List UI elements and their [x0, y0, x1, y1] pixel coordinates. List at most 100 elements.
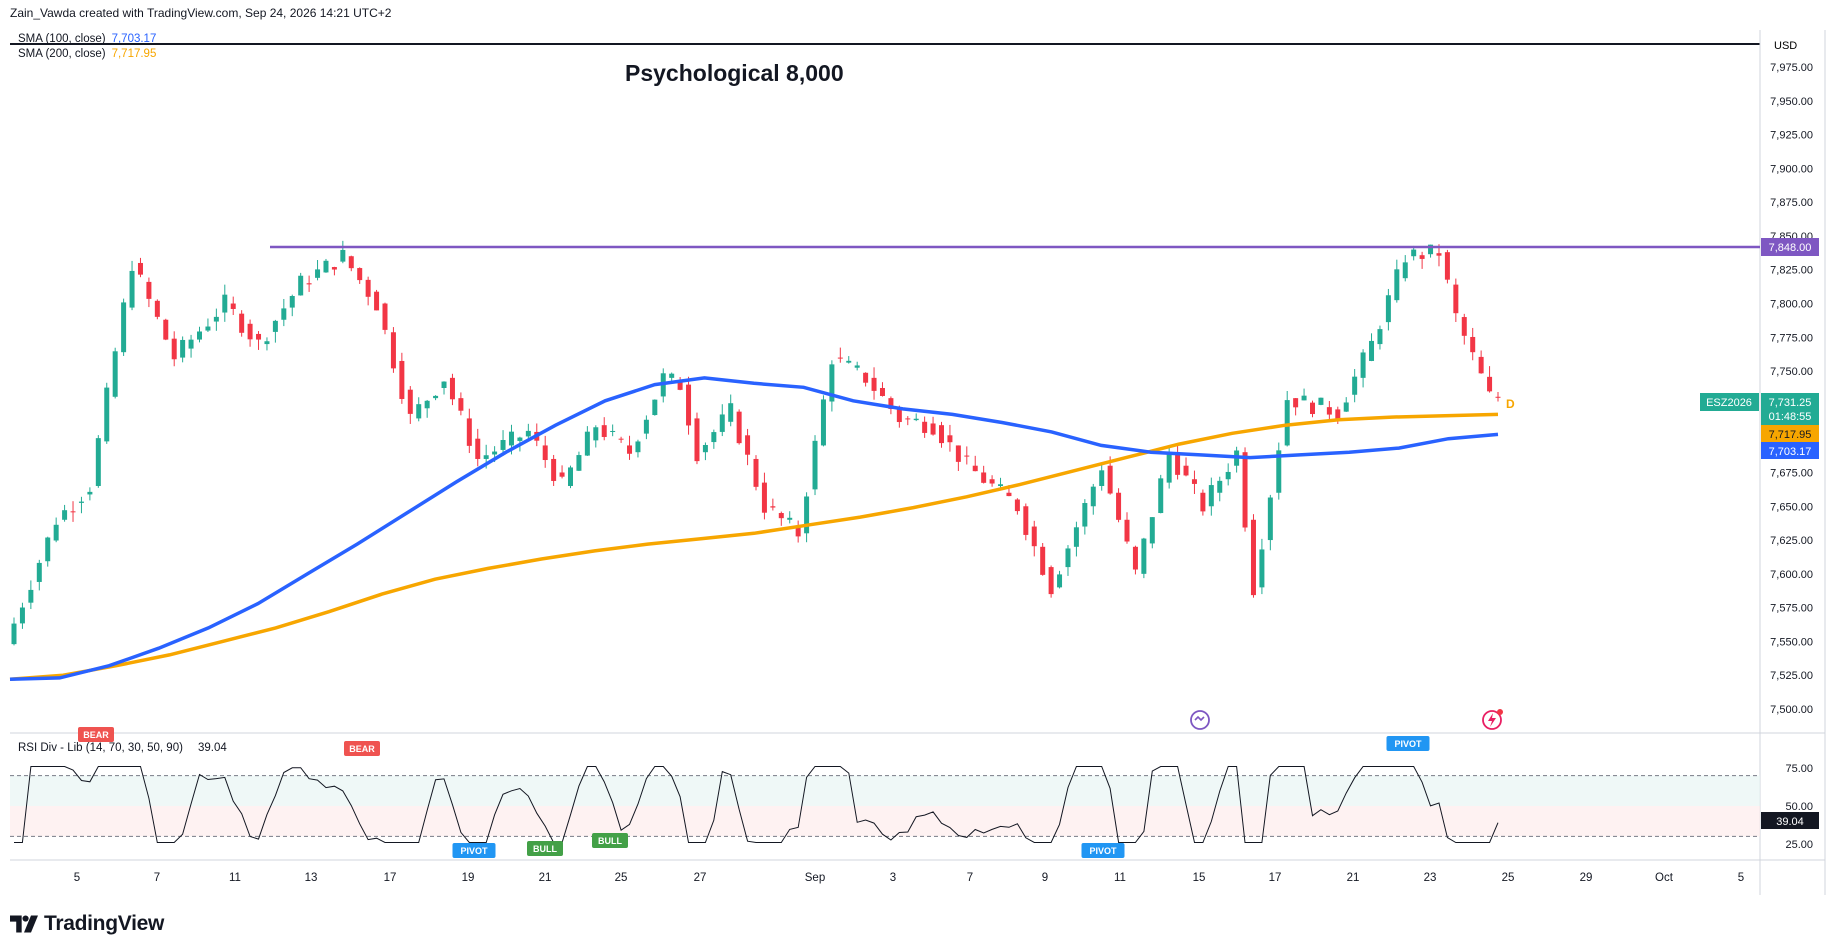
candle: [281, 298, 287, 327]
candle-body: [1259, 549, 1265, 588]
candle-body: [87, 491, 93, 495]
sma200-line: [9, 412, 1499, 682]
candle-body: [1402, 262, 1408, 279]
candle-body: [95, 438, 101, 486]
rsi-signals: BEAR BEAR PIVOT BULL BULL PIVOT PIVOT: [78, 727, 1430, 858]
candle: [62, 504, 68, 522]
candle: [618, 436, 624, 443]
sma200-price-label: 7,717.95: [1761, 425, 1819, 442]
time-axis[interactable]: 5 7 11 13 17 19 21 25 27 Sep 3 7 9 11 15 17 21 23 25 29 Oct 5: [74, 872, 1744, 884]
candle: [357, 267, 363, 284]
candle-body: [1326, 407, 1332, 415]
candle: [719, 404, 725, 437]
candle: [694, 412, 700, 465]
candle-body: [315, 269, 321, 278]
chart-caption: Zain_Vawda created with TradingView.com,…: [10, 6, 392, 20]
candle-body: [197, 331, 202, 340]
candle: [441, 381, 447, 395]
candle-body: [1183, 465, 1189, 476]
candle-body: [449, 377, 455, 400]
rsi-axis: 75.00 50.00 25.00: [1785, 763, 1813, 851]
candle-body: [78, 501, 84, 503]
dividend-marker[interactable]: D: [1506, 397, 1515, 411]
candle: [146, 277, 152, 308]
candle: [643, 415, 649, 440]
date-tick: Sep: [805, 872, 825, 884]
candle-body: [289, 296, 295, 308]
candle: [1082, 499, 1088, 535]
candle-body: [1352, 376, 1358, 395]
legend-sma200[interactable]: SMA (200, close) 7,717.95: [18, 48, 156, 60]
rsi-signal-badge: PIVOT: [452, 843, 496, 858]
candle: [584, 426, 590, 456]
candle: [449, 373, 455, 406]
candle-body: [500, 440, 506, 450]
candle-body: [618, 438, 624, 440]
candle: [340, 240, 346, 264]
candle: [197, 326, 202, 343]
candle: [137, 257, 143, 278]
candle-body: [1377, 329, 1383, 345]
candle-body: [1318, 397, 1324, 405]
date-tick: 11: [1114, 872, 1126, 884]
candle: [736, 409, 742, 445]
candle: [1343, 397, 1349, 412]
tradingview-logo-icon: [10, 915, 38, 933]
candle-body: [112, 351, 118, 397]
rsi-label[interactable]: RSI Div - Lib (14, 70, 30, 50, 90): [18, 742, 183, 754]
candle-body: [19, 607, 25, 624]
price-chart[interactable]: USD 7,975.00 7,950.00 7,925.00 7,900.00 7,87…: [0, 0, 1835, 900]
candle: [433, 395, 439, 401]
candle: [247, 319, 253, 347]
candle-body: [1301, 395, 1307, 401]
candle: [180, 336, 186, 363]
date-tick: 11: [229, 872, 241, 884]
candle: [1310, 400, 1315, 418]
currency-label: USD: [1774, 40, 1797, 52]
brand-name: TradingView: [44, 912, 165, 935]
event-flash-icon[interactable]: [1482, 709, 1503, 730]
candle-body: [719, 414, 725, 432]
rsi-signal-text: BEAR: [349, 744, 375, 754]
rsi-signal-text: BULL: [598, 836, 622, 846]
candle-body: [1166, 452, 1172, 483]
candle: [112, 347, 118, 399]
date-tick: 7: [967, 872, 973, 884]
rsi-signal-text: BEAR: [83, 730, 109, 740]
candle: [568, 465, 573, 489]
rsi-signal-badge: PIVOT: [1081, 843, 1125, 858]
tradingview-logo[interactable]: TradingView: [10, 912, 164, 936]
candle: [576, 451, 582, 472]
candle: [728, 394, 734, 427]
legend-sma100[interactable]: SMA (100, close) 7,703.17: [18, 33, 156, 45]
event-arrow-icon[interactable]: [1190, 710, 1210, 730]
candle: [188, 334, 194, 358]
candle: [1487, 366, 1493, 393]
candle-body: [264, 341, 270, 345]
candle: [36, 559, 42, 591]
candle: [972, 455, 978, 472]
date-tick: 17: [384, 872, 397, 884]
candle-body: [1335, 409, 1341, 419]
price-axis[interactable]: 7,975.00 7,950.00 7,925.00 7,900.00 7,875.00…: [1770, 62, 1813, 716]
date-tick: 5: [74, 872, 80, 884]
rsi-signal-text: PIVOT: [1394, 739, 1422, 749]
candle-body: [399, 360, 405, 399]
candle: [475, 428, 481, 467]
symbol-label: ESZ2026: [1700, 393, 1759, 411]
candle-body: [416, 404, 422, 419]
candle-body: [53, 524, 59, 541]
candle-body: [601, 425, 607, 437]
rsi-signal-badge: PIVOT: [1386, 736, 1430, 751]
candle-body: [913, 418, 919, 421]
candle: [981, 465, 987, 484]
candle-body: [1470, 336, 1476, 353]
candle-body: [820, 399, 826, 446]
candle-body: [441, 381, 447, 388]
candle-body: [1006, 492, 1012, 497]
candle: [390, 327, 396, 373]
candle-body: [551, 458, 557, 481]
price-tick: 7,625.00: [1770, 535, 1813, 547]
candle: [930, 416, 936, 436]
rsi-signal-bg: [527, 841, 563, 856]
